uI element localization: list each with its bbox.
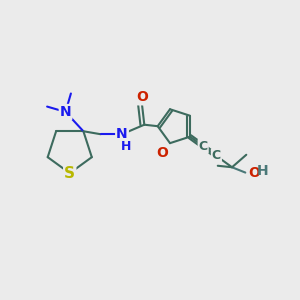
Text: H: H <box>120 140 131 153</box>
Text: C: C <box>212 149 221 162</box>
Text: N: N <box>116 127 128 141</box>
Text: H: H <box>257 164 268 178</box>
Text: O: O <box>248 166 260 180</box>
Text: O: O <box>156 146 168 160</box>
Text: N: N <box>60 105 71 119</box>
Text: S: S <box>64 166 75 181</box>
Text: O: O <box>136 90 148 104</box>
Text: C: C <box>199 140 208 153</box>
